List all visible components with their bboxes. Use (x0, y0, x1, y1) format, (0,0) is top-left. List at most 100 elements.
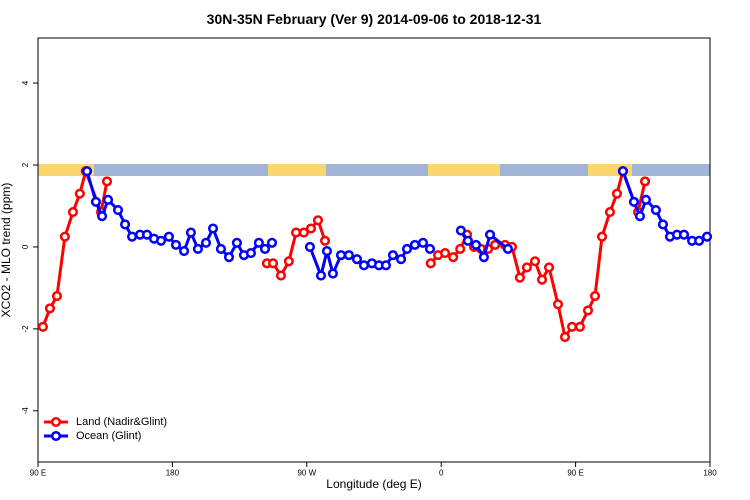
legend-marker (50, 416, 62, 428)
data-point (170, 239, 182, 250)
x-tick-label: 180 (166, 469, 180, 478)
data-point (335, 250, 347, 261)
data-point (611, 188, 623, 199)
ocean-strip (38, 164, 710, 176)
data-point (694, 235, 705, 246)
data-point (266, 237, 278, 248)
x-tick-label: 0 (439, 469, 444, 478)
land-strip (428, 164, 500, 176)
data-point (192, 243, 203, 255)
data-point (395, 254, 407, 265)
data-point (298, 227, 309, 238)
data-point (596, 231, 608, 242)
y-axis-label: XCO2 - MLO trend (ppm) (0, 183, 13, 318)
x-tick-label: 180 (703, 469, 717, 478)
y-tick-label: 2 (21, 162, 30, 167)
x-tick-label: 90 E (30, 469, 46, 478)
data-point (101, 176, 113, 187)
data-point (455, 243, 466, 255)
data-point (67, 207, 78, 218)
data-point (315, 270, 327, 281)
legend-label: Ocean (Glint) (76, 430, 141, 442)
data-point (259, 243, 271, 255)
data-point (90, 196, 101, 207)
data-point (552, 299, 564, 310)
data-point (529, 256, 541, 267)
data-point (215, 243, 226, 255)
y-tick-label: -4 (21, 407, 30, 415)
data-point (490, 239, 501, 250)
data-point (701, 231, 713, 242)
y-tick-label: 0 (21, 244, 30, 249)
data-point (163, 231, 175, 242)
data-point (634, 211, 646, 222)
data-point (305, 223, 317, 234)
data-point (521, 262, 532, 273)
data-point (283, 256, 294, 267)
data-point (74, 188, 85, 199)
x-tick-label: 90 E (567, 469, 583, 478)
data-point (327, 268, 338, 279)
data-point (141, 229, 153, 240)
data-point (639, 176, 651, 187)
data-point (514, 272, 525, 283)
data-point (127, 231, 138, 242)
data-point (59, 231, 70, 242)
x-tick-label: 90 W (297, 469, 316, 478)
data-point (319, 235, 331, 246)
data-point (424, 243, 436, 255)
land-strip (268, 164, 326, 176)
legend-label: Land (Nadir&Glint) (76, 416, 167, 428)
data-point (678, 229, 690, 240)
data-point (536, 274, 548, 285)
plot-frame (37, 37, 711, 463)
data-point (604, 207, 615, 218)
data-point (200, 237, 212, 248)
data-point (44, 303, 55, 314)
chart-title: 30N-35N February (Ver 9) 2014-09-06 to 2… (207, 11, 542, 27)
data-point (253, 237, 264, 248)
data-point (102, 194, 114, 205)
data-point (245, 248, 256, 259)
y-tick-label: -2 (21, 325, 30, 333)
data-point (440, 248, 451, 259)
data-point (417, 237, 429, 248)
data-point (628, 196, 640, 207)
data-point (589, 291, 601, 302)
data-point (351, 254, 363, 265)
data-point (275, 270, 287, 281)
x-axis-label: Longitude (deg E) (326, 477, 421, 491)
data-point (51, 291, 63, 302)
data-point (462, 235, 473, 246)
data-point (617, 166, 628, 177)
data-point (640, 194, 651, 205)
data-point (470, 239, 482, 250)
data-point (574, 321, 585, 332)
map-strip (38, 164, 710, 176)
data-point (207, 223, 219, 234)
data-point (358, 260, 370, 271)
data-point (387, 250, 399, 261)
data-point (156, 235, 167, 246)
data-point (380, 260, 391, 271)
data-point (268, 258, 279, 269)
data-point (120, 219, 131, 230)
data-point (178, 245, 190, 257)
legend-marker (50, 430, 62, 442)
data-point (409, 239, 420, 250)
land-strip (38, 164, 94, 176)
data-point (112, 205, 124, 216)
data-point (650, 205, 661, 216)
data-point (290, 227, 302, 238)
data-point (448, 252, 459, 263)
data-point (223, 252, 235, 263)
data-point (559, 332, 571, 343)
data-point (231, 237, 242, 248)
data-point (543, 262, 555, 273)
data-point (401, 243, 413, 255)
data-point (582, 305, 594, 316)
data-point (343, 250, 354, 261)
data-point (455, 225, 466, 236)
data-point (312, 215, 324, 226)
